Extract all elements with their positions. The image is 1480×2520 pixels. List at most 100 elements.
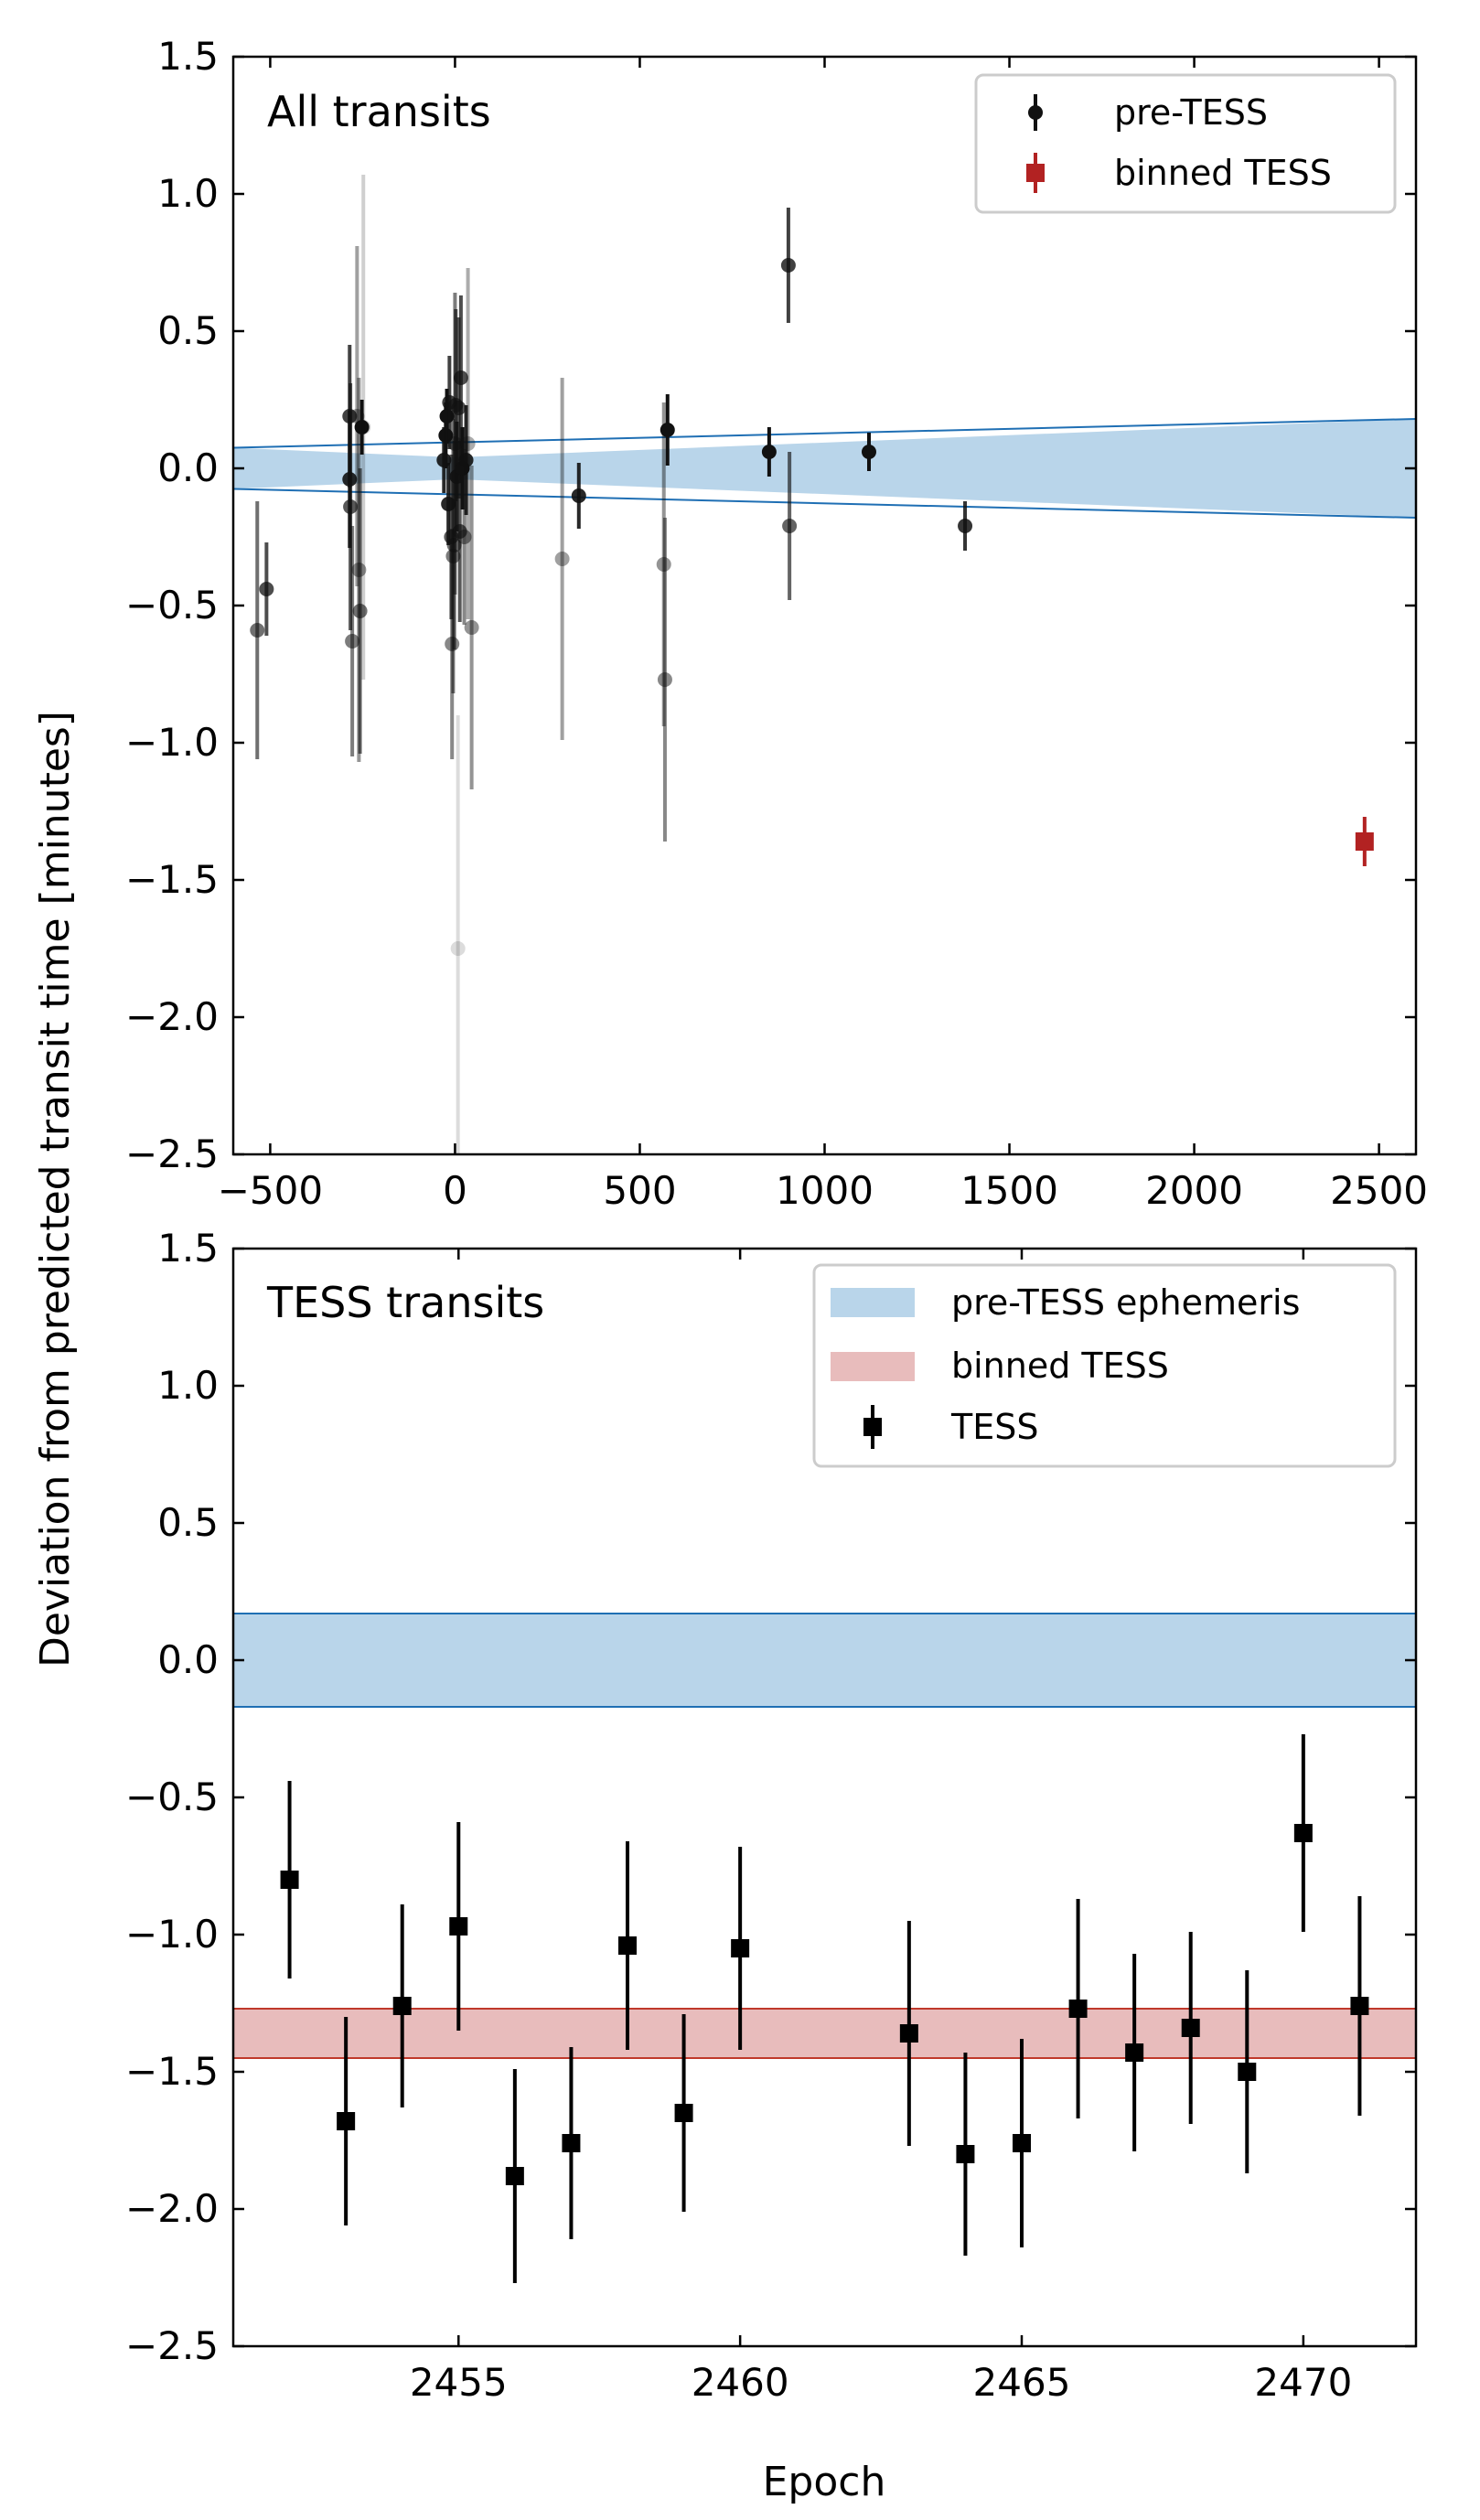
- y-tick-label: 1.0: [157, 171, 219, 216]
- plot-area: [233, 175, 1416, 1154]
- y-tick-label: 0.5: [157, 308, 219, 353]
- y-tick-label: −1.0: [125, 720, 219, 765]
- tess-point: [674, 2104, 693, 2122]
- y-tick-label: 0.5: [157, 1500, 219, 1545]
- legend-frame: [974, 73, 1397, 214]
- tess-point: [280, 1871, 299, 1889]
- legend-pre-tess-marker: [1028, 105, 1043, 120]
- pre-tess-point: [356, 420, 371, 434]
- tess-point: [1125, 2043, 1144, 2062]
- tess-point: [505, 2167, 524, 2185]
- x-tick-label: 2455: [410, 2360, 508, 2405]
- tess-point: [1350, 1997, 1369, 2015]
- y-tick-label: −0.5: [125, 583, 219, 627]
- tess-point: [562, 2134, 581, 2152]
- legend-binned-tess-label: binned TESS: [1114, 153, 1332, 193]
- pre-tess-point: [761, 445, 777, 459]
- tess-point: [618, 1936, 637, 1955]
- legend-binned-tess-label: binned TESS: [951, 1346, 1169, 1386]
- pre-tess-point: [780, 258, 796, 273]
- pre-tess-point: [782, 519, 798, 533]
- legend-ephemeris-label: pre-TESS ephemeris: [951, 1282, 1300, 1323]
- x-tick-label: 0: [443, 1168, 467, 1213]
- pre-tess-point: [660, 423, 675, 437]
- tess-point: [1181, 2019, 1200, 2037]
- pre-tess-point: [343, 499, 359, 514]
- tess-point: [899, 2024, 918, 2043]
- legend-top: pre-TESS binned TESS: [974, 73, 1397, 214]
- y-tick-label: 0.0: [157, 445, 219, 490]
- ephemeris-band-upper-edge: [233, 418, 1416, 449]
- pre-tess-point: [464, 620, 479, 635]
- y-tick-label: −1.0: [125, 1912, 219, 1957]
- y-tick-label: 1.0: [157, 1363, 219, 1408]
- pre-tess-point: [450, 941, 466, 956]
- y-tick-label: 1.5: [157, 34, 219, 79]
- x-tick-label: 1500: [960, 1168, 1058, 1213]
- legend-binned-tess-marker: [1026, 164, 1045, 182]
- x-tick-label: 2470: [1254, 2360, 1352, 2405]
- x-tick-label: 500: [603, 1168, 676, 1213]
- ephemeris-band: [233, 1614, 1416, 1707]
- tess-point: [1293, 1824, 1313, 1842]
- x-tick-label: 2465: [973, 2360, 1071, 2405]
- x-tick-label: 1000: [776, 1168, 874, 1213]
- pre-tess-point: [451, 401, 467, 415]
- y-tick-label: −2.5: [125, 2323, 219, 2368]
- x-tick-label: 2000: [1145, 1168, 1243, 1213]
- tess-point: [956, 2145, 975, 2163]
- pre-tess-point: [861, 445, 876, 459]
- legend-tess-marker: [863, 1418, 882, 1436]
- ephemeris-band-lower-edge: [233, 488, 1416, 519]
- pre-tess-point: [345, 634, 360, 649]
- panel-tess-transits: −2.5 −2.0 −1.5 −1.0 −0.5 0.0 0.5 1.0 1.5 2455 2460…: [125, 1226, 1418, 2405]
- tess-point: [731, 1939, 750, 1957]
- x-axis-label: Epoch: [763, 2459, 886, 2505]
- pre-tess-point: [460, 436, 476, 451]
- pre-tess-point: [958, 519, 973, 533]
- pre-tess-point: [453, 370, 468, 385]
- pre-tess-point: [458, 453, 474, 467]
- y-tick-label: −1.5: [125, 2049, 219, 2094]
- pre-tess-point: [250, 623, 265, 638]
- tess-point: [1068, 2000, 1088, 2018]
- legend-bottom: pre-TESS ephemeris binned TESS TESS: [812, 1263, 1397, 1468]
- y-axis-label: Deviation from predicted transit time [m…: [32, 711, 79, 1667]
- tess-point: [1238, 2063, 1257, 2081]
- legend-binned-tess-swatch: [831, 1352, 915, 1381]
- x-tick-label: −500: [218, 1168, 323, 1213]
- panel-title-all-transits: All transits: [267, 87, 491, 136]
- x-tick-label: 2500: [1330, 1168, 1428, 1213]
- legend-pre-tess-label: pre-TESS: [1114, 92, 1268, 133]
- panel-title-tess-transits: TESS transits: [266, 1278, 544, 1327]
- ephemeris-band: [233, 419, 1416, 518]
- plot-area: [233, 1613, 1416, 2283]
- binned-tess-point: [1355, 832, 1374, 851]
- panel-all-transits: −2.5 −2.0 −1.5 −1.0 −0.5 0.0 0.5 1.0 1.5 −500 0 500…: [125, 34, 1428, 1213]
- legend-frame: [812, 1263, 1397, 1468]
- legend-tess-label: TESS: [950, 1407, 1038, 1447]
- pre-tess-point: [354, 420, 370, 434]
- y-tick-label: −2.0: [125, 2186, 219, 2231]
- tess-point: [392, 1997, 412, 2015]
- pre-tess-point: [352, 604, 368, 618]
- legend-ephemeris-swatch: [831, 1288, 915, 1317]
- tess-point: [337, 2112, 356, 2130]
- x-tick-label: 2460: [692, 2360, 789, 2405]
- tess-point: [449, 1917, 468, 1936]
- y-tick-label: −2.5: [125, 1131, 219, 1176]
- binned-tess-band: [233, 2009, 1416, 2058]
- pre-tess-point: [554, 552, 570, 566]
- y-tick-label: 0.0: [157, 1637, 219, 1682]
- pre-tess-point: [657, 672, 672, 687]
- y-tick-label: −2.0: [125, 994, 219, 1039]
- tess-point: [1013, 2134, 1031, 2152]
- pre-tess-point: [456, 530, 472, 544]
- pre-tess-point: [571, 488, 586, 503]
- y-tick-label: −1.5: [125, 857, 219, 902]
- y-tick-label: 1.5: [157, 1226, 219, 1271]
- pre-tess-point: [259, 582, 274, 596]
- y-tick-label: −0.5: [125, 1775, 219, 1819]
